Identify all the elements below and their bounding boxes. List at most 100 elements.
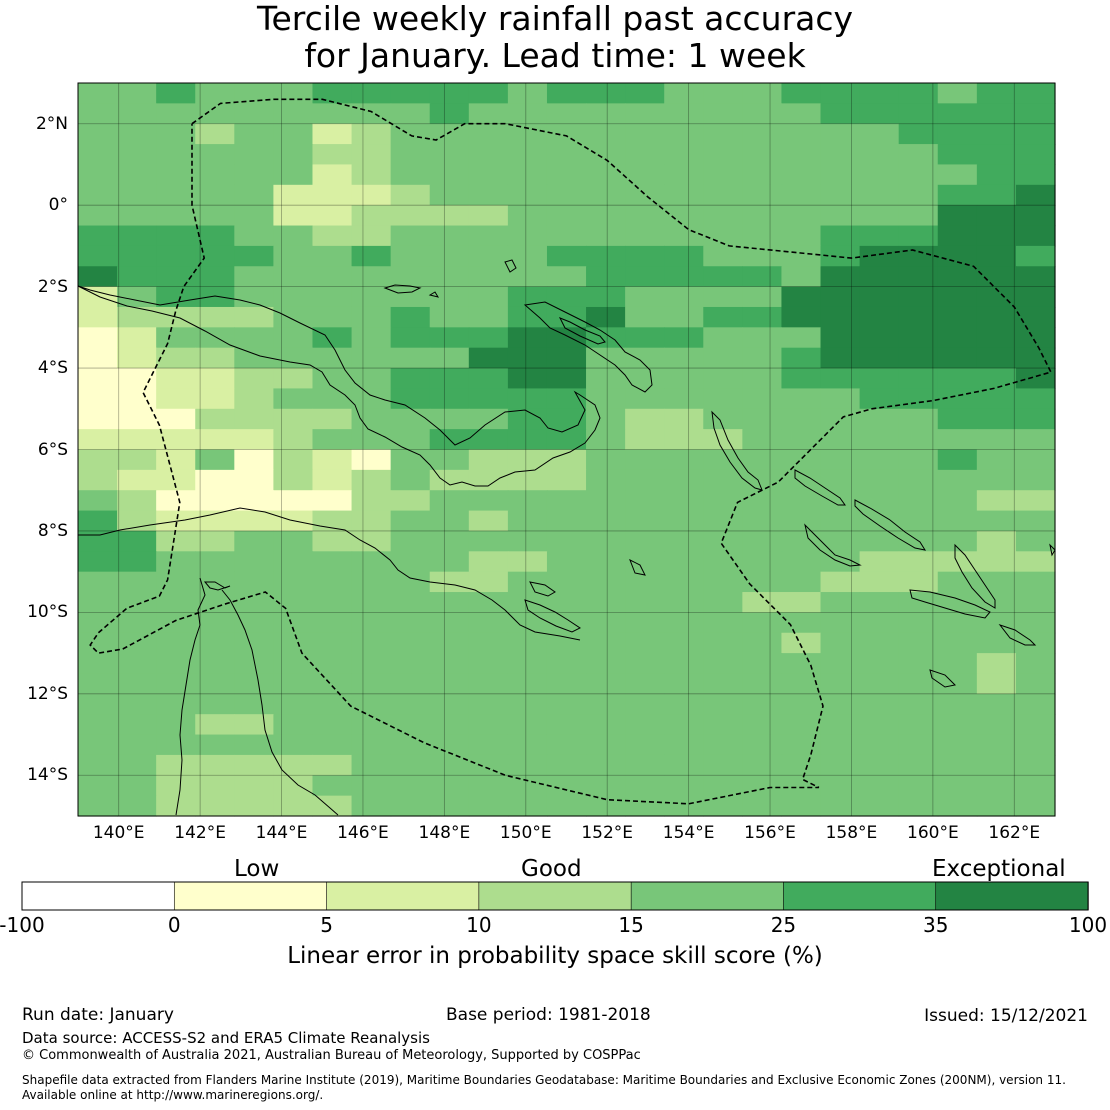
- skill-cell: [898, 388, 939, 410]
- skill-cell: [781, 449, 822, 471]
- skill-cell: [507, 368, 548, 390]
- skill-cell: [781, 266, 822, 288]
- coastline-dentrecasteaux: [529, 581, 556, 597]
- skill-cell: [234, 306, 274, 328]
- skill-cell: [937, 306, 978, 328]
- colorbar-segment: [630, 881, 785, 911]
- skill-cell: [1015, 225, 1056, 247]
- skill-cell: [1015, 327, 1056, 349]
- shapefile-credit-line-2: Available online at http://www.marinereg…: [22, 1088, 324, 1102]
- skill-cell: [1015, 632, 1056, 654]
- skill-cell: [664, 510, 704, 532]
- skill-cell: [820, 653, 861, 675]
- skill-cell: [703, 368, 743, 390]
- coastline-rennell: [998, 624, 1037, 646]
- skill-cell: [117, 184, 157, 206]
- skill-cell: [390, 673, 431, 695]
- skill-cell: [742, 592, 783, 613]
- skill-cell: [78, 347, 118, 369]
- skill-cell: [390, 490, 431, 512]
- skill-cell: [468, 612, 509, 634]
- skill-cell: [781, 754, 822, 776]
- skill-cell: [937, 469, 978, 491]
- skill-cell: [312, 266, 353, 288]
- skill-cell: [937, 612, 978, 634]
- skill-cell: [195, 469, 235, 491]
- skill-cell: [976, 123, 1017, 145]
- skill-cell: [156, 408, 196, 430]
- skill-cell: [546, 184, 587, 206]
- map-title-line-2: for January. Lead time: 1 week: [304, 36, 806, 75]
- skill-cell: [117, 225, 157, 247]
- skill-cell: [625, 83, 665, 104]
- skill-cell: [468, 144, 509, 166]
- skill-cell: [625, 144, 665, 166]
- skill-cell: [117, 592, 157, 613]
- skill-cell: [859, 510, 900, 532]
- skill-cell: [546, 123, 587, 145]
- skill-cell: [937, 653, 978, 675]
- skill-cell: [78, 103, 118, 125]
- skill-cell: [742, 530, 783, 552]
- skill-cell: [859, 449, 900, 471]
- skill-cell: [1015, 714, 1056, 736]
- skill-cell: [273, 388, 314, 410]
- skill-cell: [156, 144, 196, 166]
- skill-cell: [234, 795, 274, 817]
- skill-cell: [234, 734, 274, 756]
- skill-cell: [625, 551, 665, 573]
- colorbar-category-exceptional: Exceptional: [932, 856, 1066, 882]
- skill-cell: [78, 408, 118, 430]
- skill-cell: [586, 388, 626, 410]
- latitude-tick-label: 2°S: [37, 276, 68, 297]
- skill-cell: [468, 754, 509, 776]
- skill-cell: [156, 734, 196, 756]
- skill-cell: [586, 429, 626, 451]
- skill-cell: [312, 184, 353, 206]
- skill-cell: [976, 673, 1017, 695]
- skill-cell: [507, 327, 548, 349]
- skill-cell: [117, 306, 157, 328]
- skill-cell: [625, 632, 665, 654]
- coastline-new-britain: [523, 301, 653, 393]
- skill-cell: [117, 266, 157, 288]
- skill-cell: [664, 245, 704, 267]
- skill-cell: [234, 429, 274, 451]
- skill-cell: [234, 368, 274, 390]
- skill-cell: [820, 266, 861, 288]
- skill-cell: [586, 347, 626, 369]
- skill-cell: [546, 347, 587, 369]
- skill-cell: [429, 408, 470, 430]
- latitude-tick-label: 12°S: [27, 683, 68, 704]
- skill-cell: [78, 490, 118, 512]
- skill-cell: [703, 632, 743, 654]
- skill-cell: [1015, 612, 1056, 634]
- skill-cell: [898, 632, 939, 654]
- skill-cell: [781, 327, 822, 349]
- skill-cell: [117, 469, 157, 491]
- skill-cell: [195, 225, 235, 247]
- skill-cell: [742, 551, 783, 573]
- skill-cell: [625, 408, 665, 430]
- skill-cell: [273, 103, 314, 125]
- skill-cell: [390, 551, 431, 573]
- skill-cell: [586, 490, 626, 512]
- coastline-new-guinea: [77, 285, 601, 487]
- skill-cell: [742, 245, 783, 267]
- skill-cell: [273, 144, 314, 166]
- skill-cell: [117, 347, 157, 369]
- skill-cell: [156, 429, 196, 451]
- skill-cell: [351, 164, 392, 186]
- skill-cell: [195, 266, 235, 288]
- skill-cell: [78, 653, 118, 675]
- skill-cell: [781, 123, 822, 145]
- skill-cell: [937, 286, 978, 308]
- skill-cell: [156, 123, 196, 145]
- skill-cell: [664, 144, 704, 166]
- skill-cell: [195, 714, 235, 736]
- skill-cell: [1015, 286, 1056, 308]
- skill-cell: [703, 164, 743, 186]
- skill-cell: [507, 795, 548, 817]
- skill-cell: [351, 530, 392, 552]
- skill-cell: [117, 368, 157, 390]
